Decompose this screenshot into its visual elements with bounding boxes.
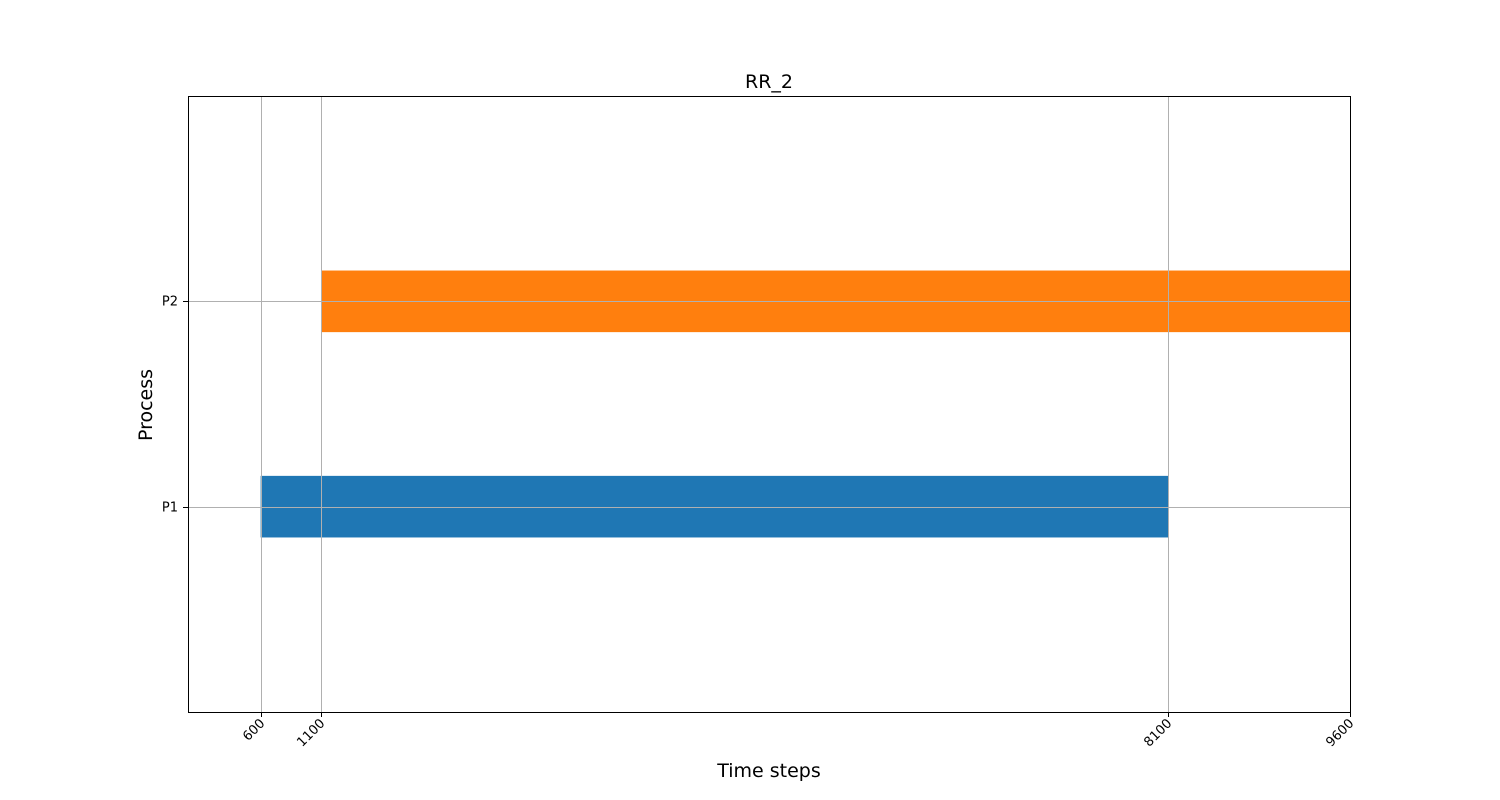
- x-axis-label: Time steps: [716, 760, 821, 782]
- y-axis-label: Process: [135, 369, 157, 441]
- y-tick-label: P2: [162, 295, 178, 310]
- x-axis: 600 1100 8100 9600: [240, 712, 1357, 750]
- x-tick-label: 8100: [1141, 716, 1175, 750]
- bar-p1: [260, 475, 1169, 538]
- x-tick-label: 9600: [1323, 716, 1357, 750]
- bar-layer: [188, 96, 1351, 712]
- y-axis: P1 P2: [162, 295, 188, 516]
- grid-layer: [188, 96, 1351, 712]
- y-tick-label: P1: [162, 501, 178, 516]
- x-tick-label: 600: [240, 716, 268, 744]
- x-tick-label: 1100: [294, 716, 328, 750]
- chart-title: RR_2: [745, 71, 793, 93]
- plot-frame: [188, 96, 1351, 713]
